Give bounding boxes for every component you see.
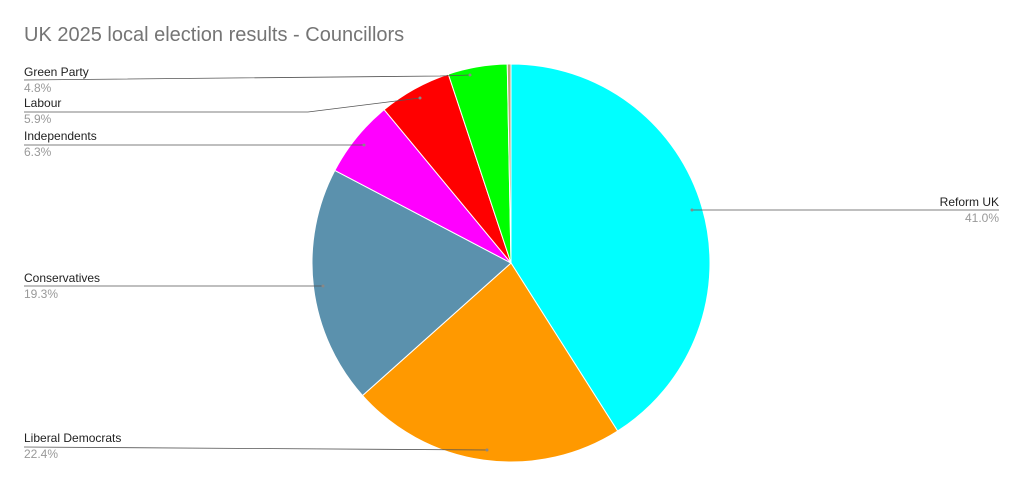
label-independents: Independents 6.3% — [24, 128, 97, 160]
label-name: Independents — [24, 129, 97, 143]
label-name: Liberal Democrats — [24, 431, 122, 445]
label-green-party: Green Party 4.8% — [24, 64, 89, 96]
leader-dot — [362, 143, 366, 147]
label-percent: 22.4% — [24, 447, 59, 461]
leader-line-labour — [24, 97, 421, 113]
leader-dot — [485, 448, 489, 452]
leader-line-green-party — [23, 74, 471, 81]
label-labour: Labour 5.9% — [24, 95, 61, 127]
leader-dot — [321, 284, 325, 288]
label-name: Reform UK — [939, 195, 999, 209]
leader-dot — [418, 96, 422, 100]
label-percent: 19.3% — [24, 287, 59, 301]
label-percent: 5.9% — [24, 112, 52, 126]
leader-line-liberal-democrats — [23, 446, 488, 451]
label-name: Green Party — [24, 65, 89, 79]
chart-title: UK 2025 local election results - Council… — [24, 24, 405, 46]
label-conservatives: Conservatives 19.3% — [24, 270, 100, 302]
label-percent: 41.0% — [964, 211, 999, 225]
label-percent: 4.8% — [24, 81, 52, 95]
label-name: Conservatives — [24, 271, 101, 285]
pie-slice-other — [506, 63, 512, 264]
label-percent: 6.3% — [24, 145, 52, 159]
pie-slice-liberal-democrats — [361, 262, 619, 463]
label-name: Labour — [24, 96, 62, 110]
label-reform-uk: Reform UK 41.0% — [940, 194, 999, 226]
leader-dot — [690, 208, 694, 212]
label-liberal-democrats: Liberal Democrats 22.4% — [24, 430, 121, 462]
pie-slice-reform-uk — [510, 63, 711, 432]
pie-slice-conservatives — [311, 169, 512, 397]
leader-dot — [468, 73, 472, 77]
